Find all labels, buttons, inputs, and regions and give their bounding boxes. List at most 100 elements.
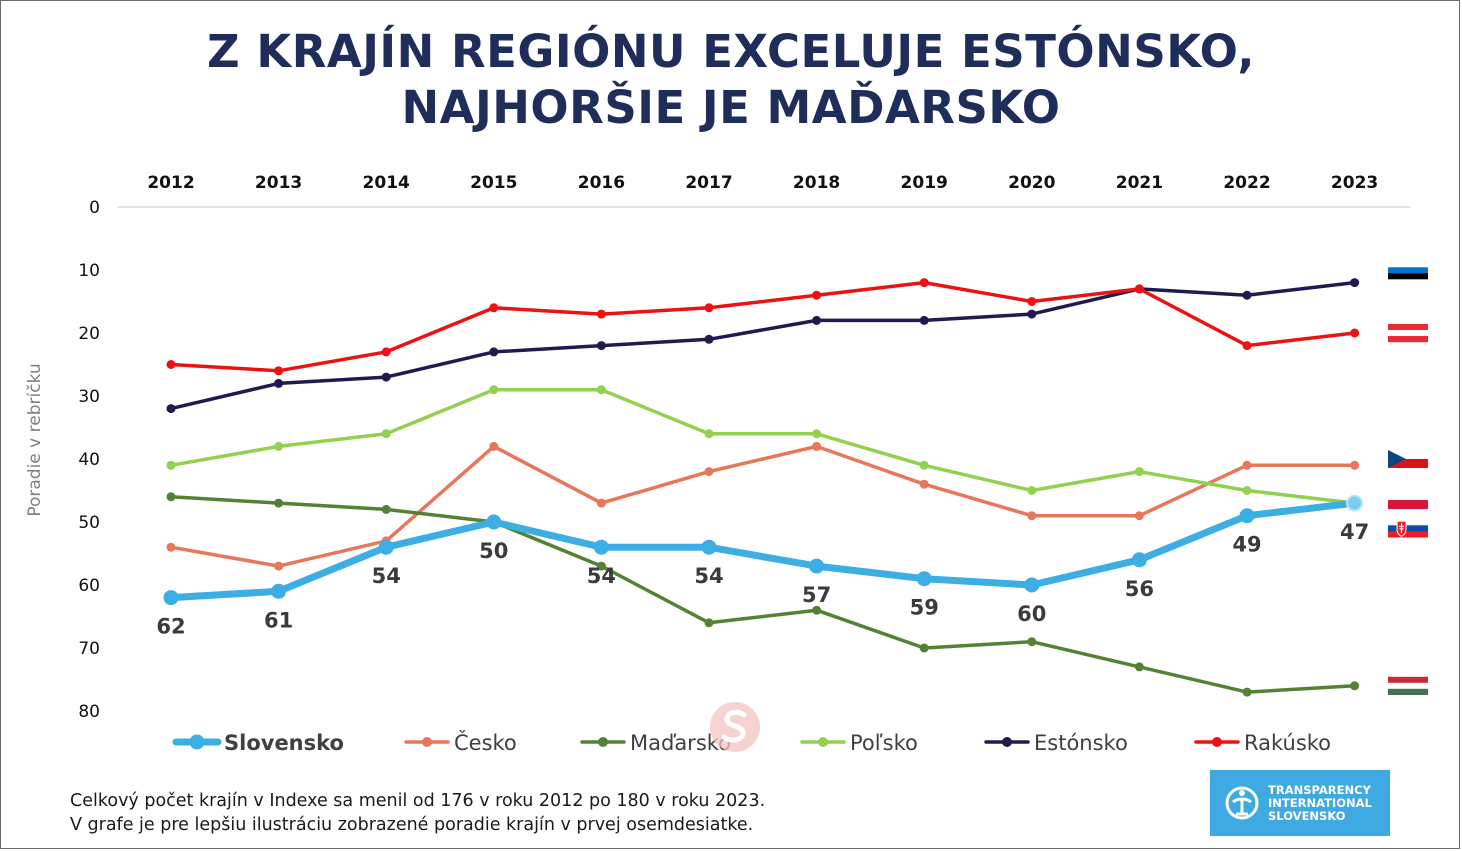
data-point-cesko-2013 — [274, 561, 284, 571]
data-point-slovensko-2013 — [271, 583, 287, 599]
hungary-flag-icon-band-0 — [1388, 676, 1428, 683]
data-point-estonsko-2019 — [919, 315, 929, 325]
data-point-rakusko-2012 — [166, 360, 176, 369]
data-label-slovensko-2012: 62 — [156, 615, 185, 639]
data-point-slovensko-2014 — [378, 539, 394, 555]
x-tick-label-2020: 2020 — [1008, 173, 1055, 193]
series-line-cesko — [169, 444, 1357, 568]
data-point-madarsko-2022 — [1242, 687, 1252, 697]
data-point-cesko-2022 — [1242, 460, 1252, 470]
data-point-rakusko-2017 — [704, 303, 714, 313]
data-point-estonsko-2020 — [1027, 309, 1037, 319]
data-point-rakusko-2018 — [812, 290, 822, 300]
data-point-slovensko-2017 — [701, 539, 717, 555]
data-point-rakusko-2015 — [489, 303, 499, 313]
czech-flag-icon-red — [1388, 459, 1428, 468]
data-point-polsko-2013 — [274, 441, 284, 451]
data-point-cesko-2019 — [919, 479, 929, 489]
data-point-polsko-2015 — [489, 385, 499, 395]
x-tick-label-2016: 2016 — [578, 173, 625, 193]
data-label-slovensko-2013: 61 — [264, 608, 293, 632]
hungary-flag-icon-band-2 — [1388, 688, 1428, 695]
data-point-estonsko-2017 — [704, 334, 714, 344]
data-point-polsko-2019 — [919, 460, 929, 470]
data-point-madarsko-2017 — [704, 618, 714, 628]
logo-line-2: INTERNATIONAL — [1268, 796, 1372, 810]
data-point-rakusko-2023 — [1350, 328, 1360, 338]
data-point-madarsko-2013 — [274, 498, 284, 508]
legend-marker-slovensko — [189, 734, 205, 750]
data-label-slovensko-2017: 54 — [694, 564, 723, 588]
legend-marker-cesko — [422, 737, 432, 747]
data-point-madarsko-2023 — [1350, 681, 1360, 691]
y-tick-label-20: 20 — [78, 324, 100, 344]
slovakia-flag-icon-band-0 — [1388, 519, 1428, 526]
data-point-slovensko-2020 — [1024, 577, 1040, 593]
data-point-rakusko-2021 — [1134, 284, 1144, 294]
logo-line-1: TRANSPARENCY — [1268, 783, 1371, 797]
data-label-slovensko-2022: 49 — [1232, 533, 1261, 557]
data-point-cesko-2017 — [704, 467, 714, 477]
data-label-slovensko-2014: 54 — [372, 564, 401, 588]
x-tick-label-2022: 2022 — [1223, 173, 1270, 193]
data-point-slovensko-2023 — [1346, 494, 1364, 512]
data-point-estonsko-2015 — [489, 347, 499, 357]
data-point-cesko-2016 — [596, 498, 606, 508]
data-point-slovensko-2012 — [163, 590, 179, 606]
x-tick-label-2021: 2021 — [1116, 173, 1163, 193]
data-point-estonsko-2013 — [274, 378, 284, 388]
y-tick-label-70: 70 — [78, 639, 100, 659]
data-label-slovensko-2023: 47 — [1340, 520, 1369, 544]
austria-flag-icon-band-0 — [1388, 324, 1428, 331]
footnote: Celkový počet krajín v Indexe sa menil o… — [70, 789, 765, 837]
data-label-slovensko-2015: 50 — [479, 539, 508, 563]
data-point-estonsko-2023 — [1350, 278, 1360, 288]
x-tick-label-2012: 2012 — [147, 173, 194, 193]
ti-globe-icon — [1225, 786, 1259, 820]
x-tick-label-2013: 2013 — [255, 173, 302, 193]
data-point-polsko-2017 — [704, 429, 714, 439]
data-point-madarsko-2019 — [919, 643, 929, 653]
estonia-flag-icon-band-0 — [1388, 267, 1428, 274]
legend-marker-estonsko — [1002, 737, 1012, 747]
data-point-polsko-2016 — [596, 385, 606, 395]
poland-flag-icon-band-0 — [1388, 490, 1428, 501]
x-tick-label-2023: 2023 — [1331, 173, 1378, 193]
data-point-slovensko-2021 — [1131, 552, 1147, 568]
data-point-madarsko-2020 — [1027, 637, 1037, 647]
data-label-slovensko-2021: 56 — [1125, 577, 1154, 601]
legend-marker-madarsko — [598, 737, 608, 747]
legend-label-slovensko: Slovensko — [224, 731, 344, 755]
data-point-madarsko-2014 — [381, 504, 391, 514]
x-tick-label-2014: 2014 — [363, 173, 410, 193]
x-tick-label-2015: 2015 — [470, 173, 517, 193]
y-tick-label-60: 60 — [78, 576, 100, 596]
footnote-line-1: Celkový počet krajín v Indexe sa menil o… — [70, 791, 766, 811]
logo-line-3: SLOVENSKO — [1268, 809, 1346, 823]
slovakia-flag-icon-band-1 — [1388, 525, 1428, 532]
data-point-estonsko-2018 — [812, 315, 822, 325]
x-tick-label-2018: 2018 — [793, 173, 840, 193]
data-point-rakusko-2013 — [274, 366, 284, 376]
y-axis-label: Poradie v rebríčku — [25, 363, 45, 516]
y-tick-label-10: 10 — [78, 261, 100, 281]
y-tick-label-50: 50 — [78, 513, 100, 533]
data-point-rakusko-2014 — [381, 347, 391, 357]
data-point-cesko-2018 — [812, 441, 822, 451]
x-tick-label-2017: 2017 — [685, 173, 732, 193]
series-line-slovensko — [167, 499, 1359, 602]
legend-label-polsko: Poľsko — [850, 731, 918, 755]
data-point-polsko-2018 — [812, 429, 822, 439]
y-tick-label-40: 40 — [78, 450, 100, 470]
legend-label-rakusko: Rakúsko — [1244, 731, 1331, 755]
data-point-rakusko-2022 — [1242, 341, 1252, 351]
title-line-1: Z KRAJÍN REGIÓNU EXCELUJE ESTÓNSKO, — [207, 25, 1255, 78]
data-point-estonsko-2022 — [1242, 290, 1252, 300]
series-line-madarsko — [169, 495, 1357, 694]
estonia-flag-icon-band-1 — [1388, 273, 1428, 280]
data-point-polsko-2014 — [381, 429, 391, 439]
slovakia-flag-icon-cross — [1399, 523, 1404, 534]
data-label-slovensko-2018: 57 — [802, 583, 831, 607]
y-tick-label-30: 30 — [78, 387, 100, 407]
